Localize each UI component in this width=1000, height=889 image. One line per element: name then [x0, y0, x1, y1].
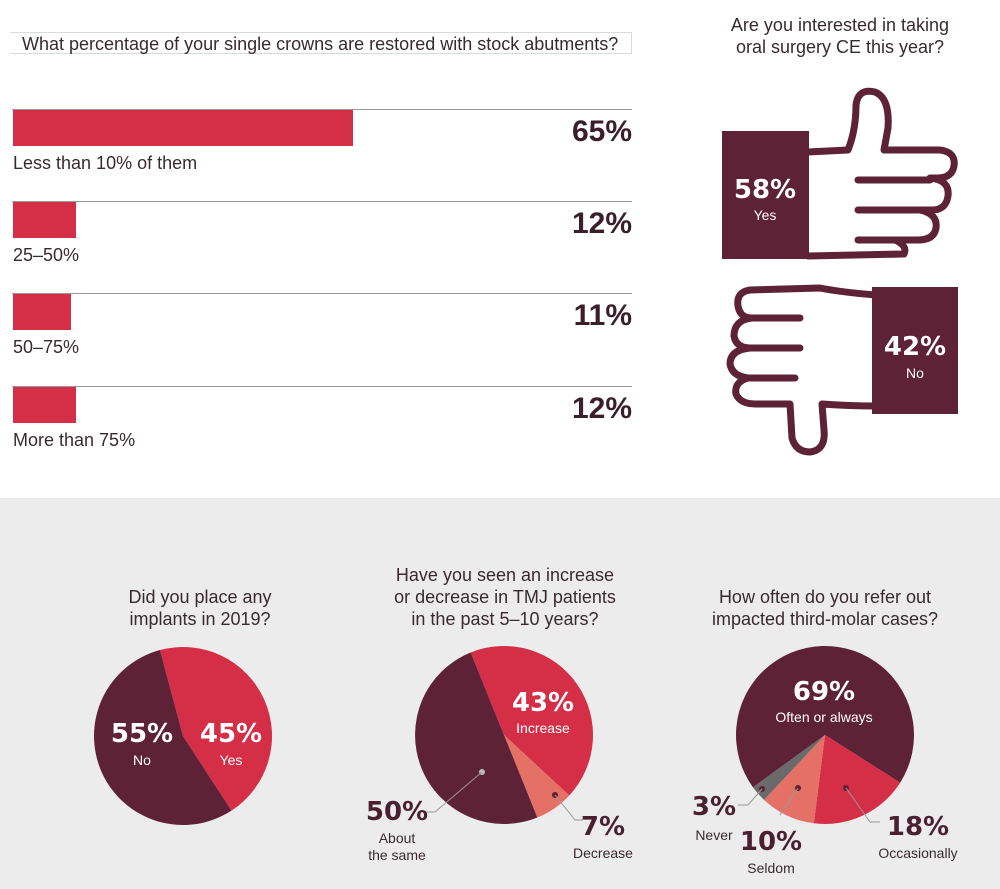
- pie-slice-never: [752, 735, 825, 800]
- implants-yes-value: 45%: [200, 719, 262, 749]
- pie-slice-yes: [159, 647, 272, 811]
- molar-seldom-leader: [779, 787, 799, 816]
- bar-value-label: 12%: [571, 207, 632, 240]
- thumbs-up-icon: [804, 87, 958, 260]
- molar-never-label: Never: [695, 827, 733, 843]
- tmj-question-line1: Have you seen an increase: [395, 565, 615, 585]
- pie-slice-often: [736, 646, 914, 788]
- thumbs-down-box: [872, 287, 958, 414]
- yes-label: Yes: [754, 207, 777, 223]
- molar-question-line2: impacted third-molar cases?: [711, 609, 939, 629]
- bar-value-label: 65%: [571, 115, 632, 148]
- tmj-same-leader: [426, 771, 483, 813]
- molar-seldom-label: Seldom: [747, 860, 794, 876]
- tmj-decrease-leader: [554, 794, 583, 821]
- tmj-decrease-value: 7%: [581, 812, 625, 842]
- molar-question-title: How often do you refer out impacted thir…: [690, 586, 960, 630]
- molar-occ-leader: [845, 787, 880, 823]
- implants-yes-label: Yes: [220, 752, 243, 768]
- pie-slice-no: [93, 650, 232, 825]
- molar-pie: 69% Often or always 18% Occasionally 10% Seld…: [692, 646, 958, 876]
- molar-often-value: 69%: [793, 677, 855, 707]
- molar-never-value: 3%: [692, 792, 736, 822]
- tmj-same-label-2: the same: [368, 847, 426, 863]
- tmj-decrease-label: Decrease: [573, 845, 633, 861]
- implants-no-value: 55%: [111, 719, 173, 749]
- implants-question-line1: Did you place any: [128, 587, 272, 607]
- tmj-same-value: 50%: [366, 797, 428, 827]
- pie-slice-same: [415, 652, 538, 824]
- bar-row-divider: [12, 201, 632, 202]
- tmj-question-line2: or decrease in TMJ patients: [394, 587, 616, 607]
- implants-no-label: No: [133, 752, 151, 768]
- implants-question-title: Did you place any implants in 2019?: [80, 586, 320, 630]
- molar-occ-value: 18%: [887, 812, 949, 842]
- bar-row-divider: [12, 109, 632, 110]
- implants-pie: 55% No 45% Yes: [93, 647, 272, 825]
- molar-seldom-value: 10%: [740, 827, 802, 857]
- pie-slice-increase: [470, 646, 593, 796]
- yes-value-label: 58%: [734, 175, 796, 205]
- thumbs-question-line2: oral surgery CE this year?: [735, 37, 945, 57]
- bar-1: [13, 110, 353, 146]
- tmj-increase-value: 43%: [512, 688, 574, 718]
- molar-occ-label: Occasionally: [878, 845, 957, 861]
- no-label: No: [906, 365, 924, 381]
- tmj-increase-label: Increase: [516, 720, 570, 736]
- bar-category-label: 25–50%: [13, 245, 80, 265]
- bar-row-divider: [12, 386, 632, 387]
- bar-value-label: 12%: [571, 392, 632, 425]
- bar-question-title: What percentage of your single crowns ar…: [10, 32, 632, 54]
- bar-row-divider: [12, 293, 632, 294]
- thumbs-down-icon: [726, 284, 879, 456]
- no-value-label: 42%: [884, 332, 946, 362]
- thumbs-question-line1: Are you interested in taking: [730, 15, 950, 35]
- bar-4: [13, 387, 76, 423]
- bar-category-label: Less than 10% of them: [13, 153, 198, 173]
- bar-value-label: 11%: [573, 299, 632, 332]
- implants-question-line2: implants in 2019?: [129, 609, 271, 629]
- bar-category-label: 50–75%: [13, 337, 80, 357]
- molar-often-label: Often or always: [775, 709, 872, 725]
- bar-category-label: More than 75%: [13, 430, 136, 450]
- bar-3: [13, 294, 71, 330]
- thumbs-question-title: Are you interested in taking oral surger…: [690, 14, 990, 58]
- thumbs-up-box: [722, 131, 809, 259]
- pie-slice-seldom: [764, 735, 825, 824]
- tmj-same-label-1: About: [379, 830, 416, 846]
- bar-2: [13, 202, 76, 238]
- molar-never-leader: [738, 788, 763, 806]
- molar-question-line1: How often do you refer out: [718, 587, 932, 607]
- pie-slice-occasionally: [813, 735, 901, 824]
- tmj-question-line3: in the past 5–10 years?: [411, 609, 599, 629]
- tmj-question-title: Have you seen an increase or decrease in…: [360, 564, 650, 630]
